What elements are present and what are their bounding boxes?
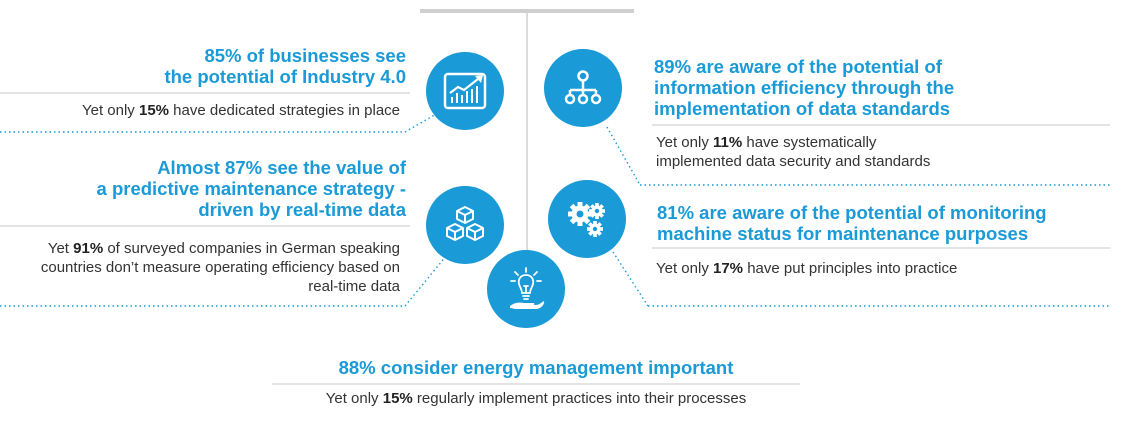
industry-heading: 85% of businesses see the potential of I… bbox=[90, 45, 406, 87]
standards-heading-line1: 89% are aware of the potential of bbox=[654, 56, 942, 77]
energy-heading: 88% consider energy management important bbox=[272, 357, 800, 378]
energy-heading-line1: 88% consider energy management important bbox=[338, 357, 734, 378]
monitoring-heading-line1: 81% are aware of the potential of monito… bbox=[657, 202, 1047, 223]
connector-standards bbox=[606, 126, 641, 186]
predictive-heading-line2: a predictive maintenance strategy - bbox=[96, 178, 406, 199]
lightbulb-hand-icon bbox=[510, 267, 545, 309]
standards-heading-line3: implementation of data standards bbox=[654, 98, 951, 119]
predictive-subtext: Yet 91% of surveyed companies in German … bbox=[40, 240, 400, 295]
predictive-stat: 91% bbox=[73, 240, 104, 257]
industry-heading-line2: the potential of Industry 4.0 bbox=[164, 66, 406, 87]
standards-stat: 11% bbox=[713, 134, 743, 151]
industry-stat: 15% bbox=[138, 102, 170, 119]
monitoring-heading: 81% are aware of the potential of monito… bbox=[657, 202, 1127, 244]
connector-industry bbox=[404, 112, 439, 133]
industry-icon-circle bbox=[426, 52, 504, 130]
standards-icon-circle bbox=[544, 49, 622, 127]
predictive-heading-line3: driven by real-time data bbox=[198, 199, 406, 220]
monitoring-stat: 17% bbox=[713, 260, 744, 277]
predictive-icon-circle bbox=[426, 186, 504, 264]
industry-heading-line1: 85% of businesses see bbox=[204, 45, 406, 66]
industry-subtext: Yet only 15% have dedicated strategies i… bbox=[81, 102, 400, 119]
energy-icon-circle bbox=[487, 250, 565, 328]
standards-subtext: Yet only 11% have systematically impleme… bbox=[656, 134, 931, 170]
monitoring-icon-circle bbox=[548, 180, 626, 258]
predictive-heading: Almost 87% see the value of a predictive… bbox=[60, 157, 406, 220]
cubes-icon bbox=[446, 206, 484, 241]
connector-predictive bbox=[404, 254, 448, 307]
standards-heading-line2: information efficiency through the bbox=[654, 77, 955, 98]
connector-monitoring bbox=[612, 251, 649, 307]
standards-heading: 89% are aware of the potential of inform… bbox=[654, 56, 1124, 119]
monitoring-subtext: Yet only 17% have put principles into pr… bbox=[656, 260, 958, 277]
hierarchy-icon bbox=[564, 70, 602, 105]
predictive-heading-line1: Almost 87% see the value of bbox=[157, 157, 406, 178]
gears-icon bbox=[568, 202, 605, 237]
monitoring-heading-line2: machine status for maintenance purposes bbox=[657, 223, 1029, 244]
energy-stat: 15% bbox=[382, 390, 413, 407]
energy-subtext: Yet only 15% regularly implement practic… bbox=[325, 390, 747, 407]
top-bar bbox=[420, 9, 634, 13]
chart-growth-icon bbox=[443, 72, 487, 110]
